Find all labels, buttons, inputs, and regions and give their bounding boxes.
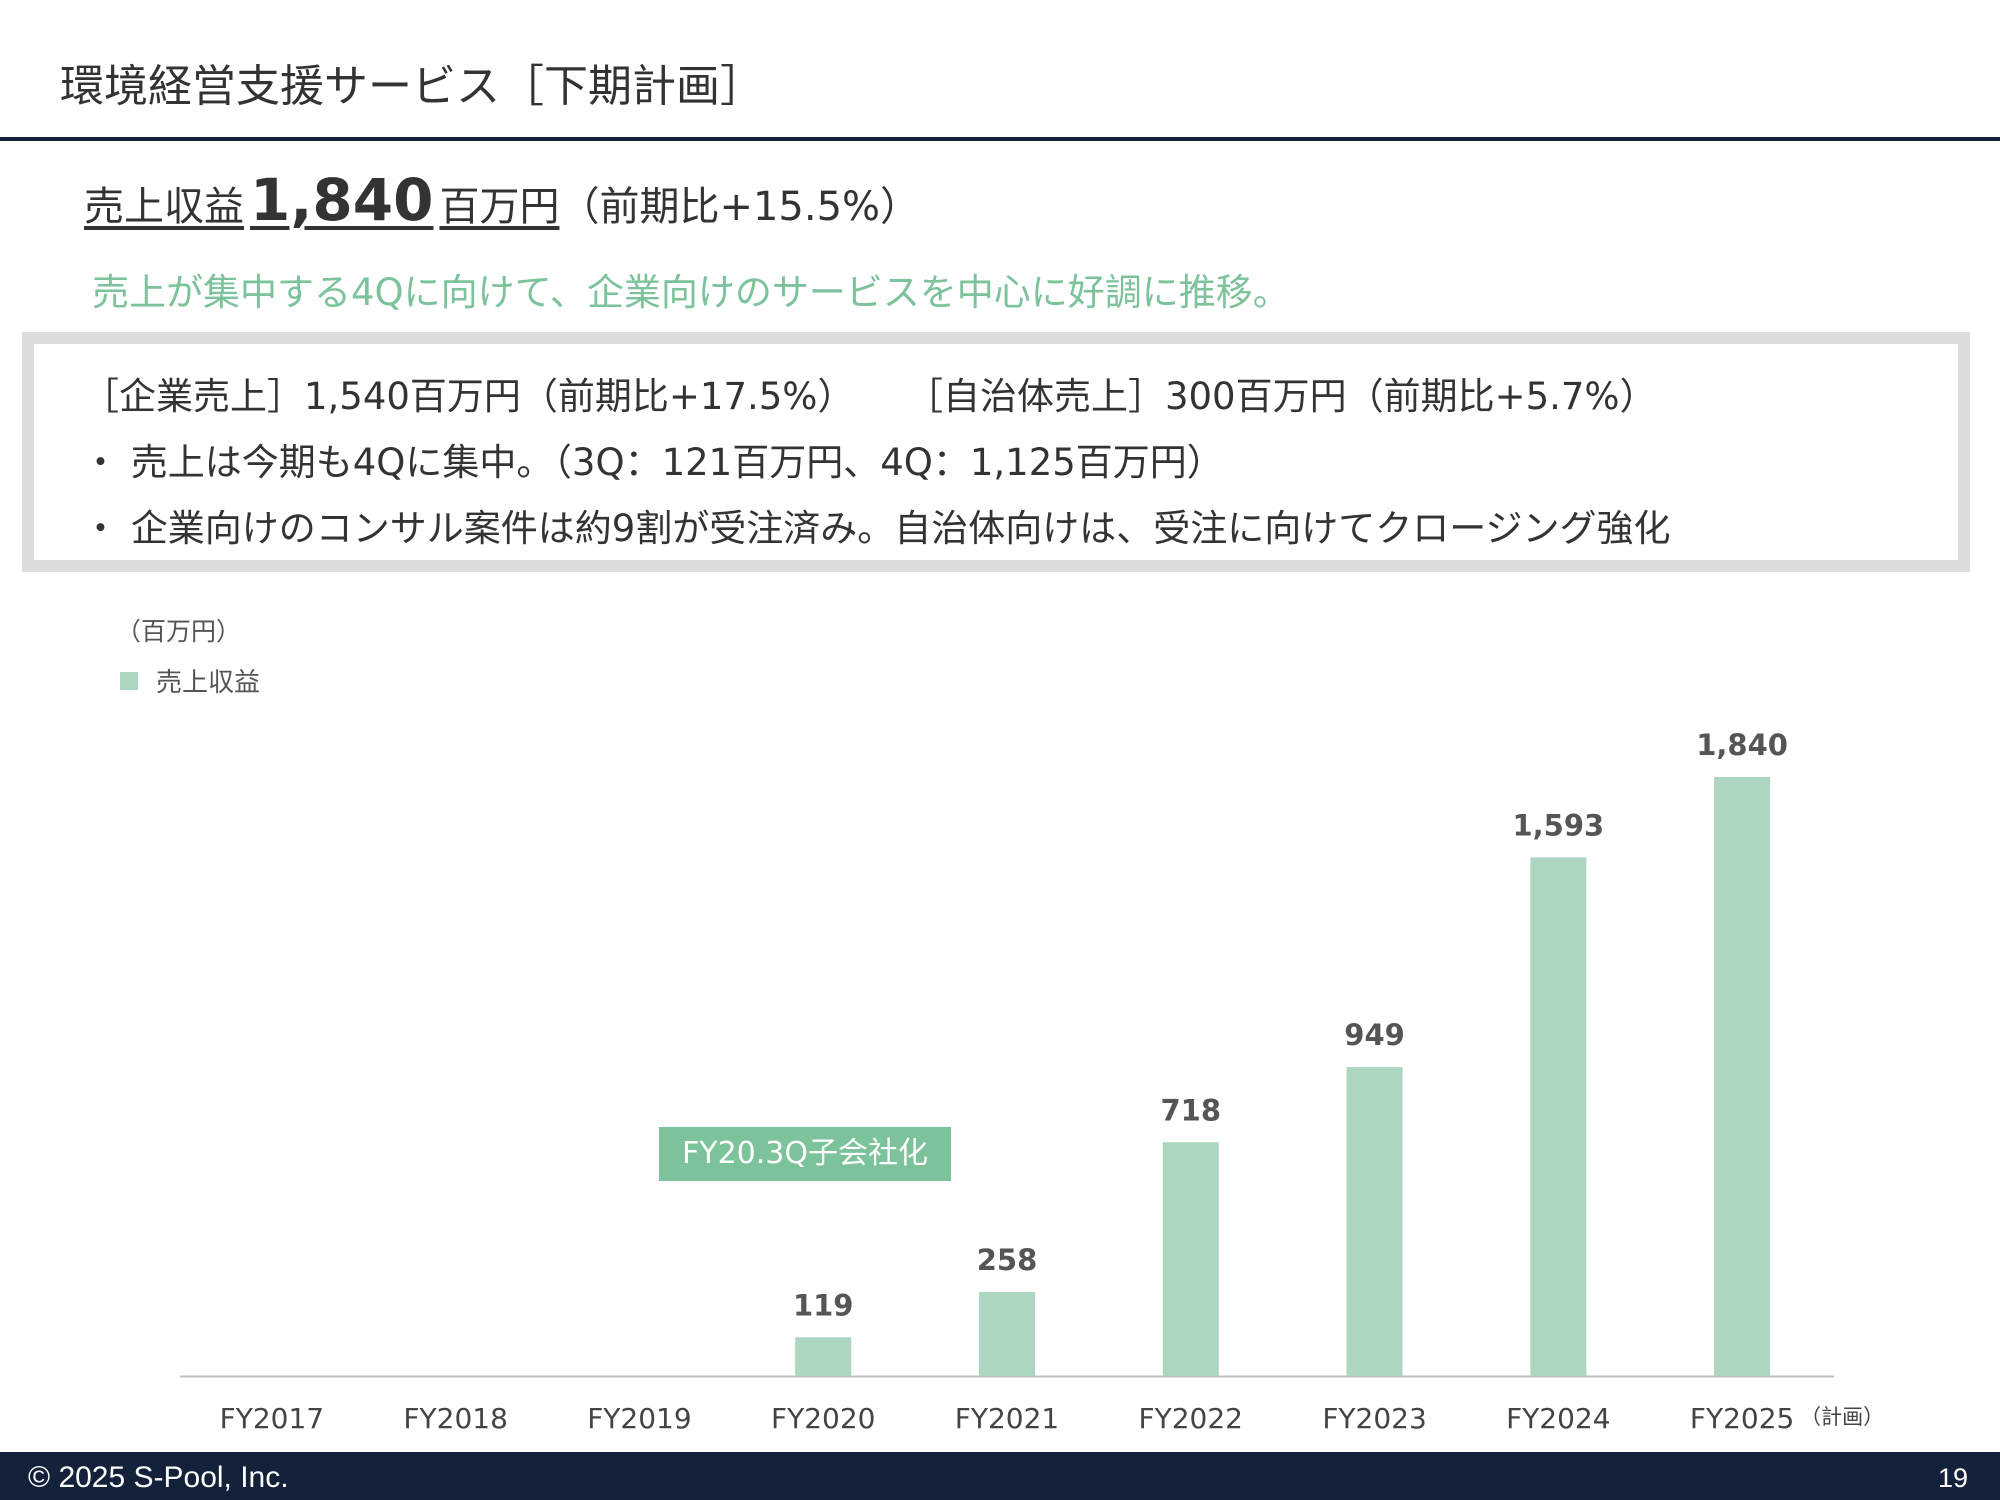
- page-title: 環境経営支援サービス［下期計画］: [60, 61, 764, 112]
- data-label-fy2021: 258: [977, 1243, 1038, 1277]
- legend-swatch: [120, 671, 138, 690]
- data-label-fy2022: 718: [1161, 1093, 1222, 1127]
- x-tick-fy2023: FY2023: [1322, 1402, 1426, 1435]
- subsidiary-callout: FY20.3Q子会社化: [659, 1127, 951, 1181]
- bar-fy2022: [1162, 1142, 1219, 1376]
- bar-fy2025: [1714, 777, 1771, 1376]
- title-divider: [0, 137, 2000, 141]
- x-tick-fy2019: FY2019: [587, 1402, 691, 1435]
- bar-fy2023: [1346, 1067, 1403, 1376]
- municipal-sales: ［自治体売上］300百万円（前期比+5.7%）: [924, 375, 1657, 418]
- x-tick-fy2020: FY2020: [771, 1402, 875, 1435]
- revenue-bar-chart: FY2017 FY2018 FY2019 119 FY2020 258 FY2021 718 F…: [180, 728, 1884, 1435]
- corporate-sales: ［企業売上］1,540百万円（前期比+17.5%）: [82, 375, 855, 418]
- page-number: 19: [1937, 1463, 1968, 1493]
- x-tick-fy2018: FY2018: [403, 1402, 507, 1435]
- headline-change: （前期比+15.5%）: [559, 184, 921, 230]
- data-label-fy2023: 949: [1344, 1018, 1405, 1052]
- data-label-fy2024: 1,593: [1512, 808, 1604, 842]
- headline-value: 1,840: [250, 166, 434, 234]
- bar-fy2020: [795, 1337, 852, 1376]
- summary-line-2: ・ 売上は今期も4Qに集中。（3Q：121百万円、4Q：1,125百万円）: [82, 441, 1224, 484]
- headline-unit: 百万円: [439, 184, 560, 230]
- chart-unit-label: （百万円）: [116, 617, 242, 646]
- x-tick-fy2024: FY2024: [1506, 1402, 1610, 1435]
- footer-bar: © 2025 S-Pool, Inc. 19: [0, 1452, 2000, 1500]
- summary-line-3: ・ 企業向けのコンサル案件は約9割が受注済み。自治体向けは、受注に向けてクロージ…: [82, 507, 1671, 550]
- chart-legend: 売上収益: [120, 662, 260, 699]
- legend-label: 売上収益: [156, 668, 261, 698]
- bar-fy2021: [979, 1292, 1035, 1376]
- data-label-fy2025: 1,840: [1696, 728, 1788, 762]
- x-tick-note-fy2025: （計画）: [1800, 1405, 1884, 1429]
- data-label-fy2020: 119: [793, 1288, 854, 1322]
- headline-underlined: 売上収益 1,840 百万円: [84, 166, 560, 234]
- x-tick-fy2021: FY2021: [955, 1402, 1059, 1435]
- summary-box: ［企業売上］1,540百万円（前期比+17.5%） ［自治体売上］300百万円（前…: [22, 332, 1970, 572]
- summary-line-1: ［企業売上］1,540百万円（前期比+17.5%） ［自治体売上］300百万円（前…: [82, 366, 1657, 420]
- headline-label: 売上収益: [84, 184, 244, 230]
- headline: 売上収益 1,840 百万円（前期比+15.5%）: [84, 166, 920, 234]
- x-tick-fy2017: FY2017: [220, 1402, 324, 1435]
- x-tick-fy2022: FY2022: [1139, 1402, 1243, 1435]
- bar-fy2024: [1530, 857, 1587, 1376]
- copyright: © 2025 S-Pool, Inc.: [28, 1461, 289, 1494]
- x-tick-fy2025: FY2025: [1690, 1402, 1794, 1435]
- subheadline: 売上が集中する4Qに向けて、企業向けのサービスを中心に好調に推移。: [92, 271, 1290, 314]
